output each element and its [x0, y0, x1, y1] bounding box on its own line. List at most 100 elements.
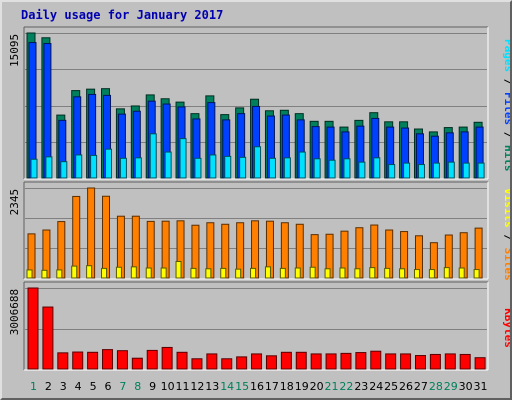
x-tick-label: 15 [235, 380, 249, 393]
kbytes-bar [265, 355, 277, 370]
kbytes-bar [295, 351, 307, 370]
kbytes-bar [459, 353, 471, 370]
kbytes-bar [42, 306, 54, 370]
kbytes-bar [310, 353, 322, 370]
visits-bar [56, 269, 63, 279]
kbytes-bar [161, 346, 173, 370]
kbytes-bar [325, 353, 337, 370]
x-tick-label: 6 [104, 380, 111, 393]
visits-bar [145, 267, 152, 279]
x-tick-label: 22 [339, 380, 353, 393]
pages-bar [358, 161, 366, 179]
y-max-label: 2345 [8, 189, 21, 216]
x-tick-label: 9 [149, 380, 156, 393]
kbytes-bar [400, 353, 412, 370]
panel-hits-files-pages: 15095 Pages / Files / Hits [8, 26, 510, 180]
pages-bar [462, 162, 470, 179]
kbytes-bar [251, 353, 263, 370]
kbytes-bar [429, 353, 441, 370]
x-tick-label: 19 [295, 380, 309, 393]
kbytes-bar [340, 352, 352, 370]
visits-bar [369, 267, 376, 279]
visits-bar [324, 268, 331, 279]
pages-bar [179, 138, 187, 179]
x-tick-label: 31 [474, 380, 488, 393]
pages-bar [343, 158, 351, 179]
pages-bar [254, 146, 262, 179]
legend-hits-files-pages: Pages / Files / Hits [502, 39, 510, 172]
visits-bar [354, 268, 361, 279]
kbytes-bar [444, 353, 456, 370]
panel-kbytes: 3006688 KBytes [8, 281, 510, 371]
kbytes-bar [116, 350, 128, 370]
pages-bar [30, 158, 38, 179]
x-tick-label: 20 [310, 380, 324, 393]
kbytes-bar [355, 352, 367, 370]
visits-bar [309, 266, 316, 279]
kbytes-bar [191, 358, 203, 370]
legend-entry-kbytes: KBytes [502, 308, 510, 348]
pages-bar [105, 148, 113, 179]
x-tick-label: 17 [265, 380, 279, 393]
visits-bar [443, 267, 450, 279]
kbytes-bar [474, 357, 486, 370]
visits-bar [250, 267, 257, 279]
visits-bar [41, 269, 48, 279]
visits-bar [220, 267, 227, 279]
x-tick-label: 16 [250, 380, 264, 393]
x-tick-label: 12 [190, 380, 204, 393]
legend-entry-pages: Pages [502, 39, 510, 72]
pages-bar [90, 154, 98, 179]
sites-bar [102, 195, 111, 279]
pages-bar [447, 161, 455, 179]
kbytes-bar [206, 353, 218, 370]
x-tick-label: 27 [414, 380, 428, 393]
pages-bar [403, 162, 411, 179]
pages-bar [477, 162, 485, 179]
visits-bar [384, 267, 391, 279]
x-tick-label: 29 [444, 380, 458, 393]
y-max-label: 15095 [8, 34, 21, 67]
x-tick-label: 10 [161, 380, 175, 393]
x-tick-label: 2 [45, 380, 52, 393]
visits-bar [458, 267, 465, 279]
visits-bar [175, 260, 182, 279]
sites-bar [87, 187, 96, 279]
legend-entry-sites: Sites [502, 248, 510, 281]
legend-entry-visits: Visits [502, 188, 510, 228]
pages-bar [164, 151, 172, 179]
legend-separator: / [502, 72, 510, 92]
x-tick-label: 30 [459, 380, 473, 393]
pages-bar [283, 157, 291, 179]
kbytes-bar [385, 353, 397, 370]
pages-bar [298, 151, 306, 179]
legend-entry-files: Files [502, 92, 510, 125]
pages-bar [149, 133, 157, 179]
x-tick-label: 26 [399, 380, 413, 393]
pages-bar [209, 154, 217, 179]
kbytes-bar [176, 351, 188, 370]
x-tick-label: 1 [30, 380, 37, 393]
visits-bar [205, 268, 212, 279]
visits-bar [130, 266, 137, 279]
x-tick-label: 11 [175, 380, 189, 393]
pages-bar [432, 162, 440, 179]
x-tick-label: 28 [429, 380, 443, 393]
pages-bar [239, 156, 247, 179]
pages-bar [417, 164, 425, 179]
visits-bar [294, 267, 301, 279]
visits-bar [264, 266, 271, 279]
x-tick-label: 14 [220, 380, 234, 393]
kbytes-bar [102, 349, 114, 370]
kbytes-bar [280, 351, 292, 370]
visits-bar [279, 267, 286, 279]
x-tick-label: 13 [205, 380, 219, 393]
y-max-label: 3006688 [8, 289, 21, 335]
legend-separator: / [502, 228, 510, 248]
pages-bar [119, 157, 127, 179]
kbytes-bar [131, 357, 143, 370]
pages-bar [224, 155, 232, 179]
pages-bar [75, 154, 83, 179]
x-tick-label: 5 [90, 380, 97, 393]
x-tick-label: 24 [369, 380, 383, 393]
